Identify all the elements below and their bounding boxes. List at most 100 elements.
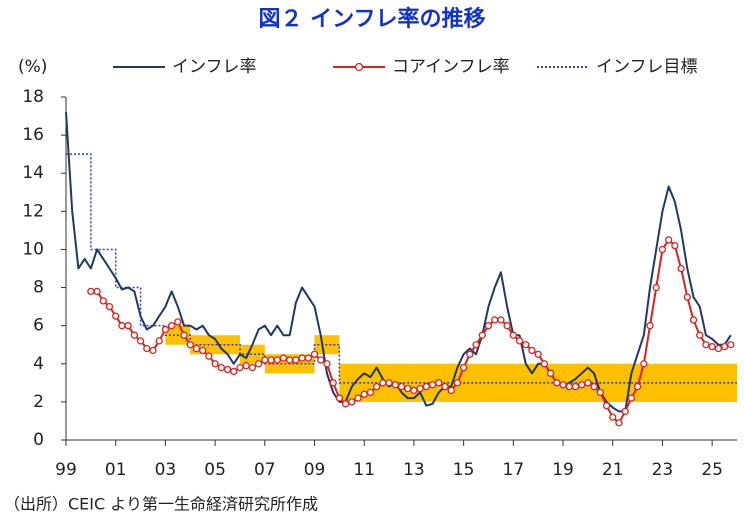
unit-label: (%) <box>18 57 47 77</box>
series-marker <box>217 363 225 372</box>
series-marker <box>279 354 288 362</box>
legend-label: インフレ率 <box>172 57 257 77</box>
series-marker <box>410 386 418 395</box>
series-marker <box>379 379 387 387</box>
series-marker <box>484 322 493 330</box>
chart-title: 図２ インフレ率の推移 <box>259 6 486 32</box>
series-marker <box>143 344 151 353</box>
series-marker <box>503 322 511 330</box>
series-marker <box>540 360 549 368</box>
series-marker <box>665 236 673 244</box>
series-marker <box>422 382 431 391</box>
series-marker <box>609 413 617 421</box>
series-marker <box>341 400 350 408</box>
y-tick-label: 0 <box>33 430 44 450</box>
x-tick-label: 25 <box>701 460 723 480</box>
series-marker <box>683 293 691 301</box>
target-line <box>66 153 737 384</box>
series-marker <box>522 341 530 349</box>
series-marker <box>509 331 517 339</box>
source-note: （出所）CEIC より第一生命経済研究所作成 <box>4 495 318 514</box>
series-marker <box>391 381 399 389</box>
y-tick-label: 2 <box>33 392 44 412</box>
series-marker <box>553 379 561 387</box>
legend-marker <box>354 62 364 72</box>
series-marker <box>298 354 306 362</box>
series-marker <box>292 356 300 364</box>
series-marker <box>559 381 567 389</box>
series-marker <box>99 297 107 305</box>
series-marker <box>348 398 356 406</box>
series-marker <box>441 382 449 391</box>
series-marker <box>658 245 667 254</box>
series-marker <box>677 264 685 273</box>
series-marker <box>230 367 238 376</box>
series-marker <box>286 356 294 364</box>
series-marker <box>671 241 679 250</box>
series-marker <box>459 363 468 372</box>
series-marker <box>646 322 654 330</box>
series-marker <box>466 350 474 358</box>
series-marker <box>714 344 723 353</box>
series-marker <box>428 381 437 389</box>
series-marker <box>205 352 213 360</box>
x-tick-label: 05 <box>204 460 226 480</box>
series-marker <box>596 388 604 397</box>
x-tick-label: 07 <box>254 460 276 480</box>
series-marker <box>248 363 257 372</box>
series-marker <box>242 362 250 370</box>
series-marker <box>515 337 524 345</box>
x-tick-label: 03 <box>155 460 177 480</box>
legend-label: インフレ目標 <box>596 57 698 77</box>
series-marker <box>621 407 629 416</box>
y-tick-label: 10 <box>22 239 44 259</box>
series-marker <box>254 360 263 368</box>
x-tick-label: 17 <box>503 460 525 480</box>
y-tick-label: 4 <box>33 354 44 374</box>
series-marker <box>590 382 598 391</box>
series-marker <box>404 384 412 393</box>
series-marker <box>366 388 375 397</box>
y-tick-label: 6 <box>33 316 44 336</box>
series-marker <box>155 337 163 345</box>
series-marker <box>602 402 611 410</box>
series-marker <box>640 360 648 368</box>
series-marker <box>615 419 623 427</box>
series-marker <box>167 322 176 330</box>
series-marker <box>223 365 232 374</box>
target-band <box>339 363 737 402</box>
series-marker <box>627 394 636 402</box>
series-marker <box>310 350 319 358</box>
series-marker <box>652 283 660 292</box>
series-marker <box>385 379 393 387</box>
series-marker <box>161 325 170 334</box>
series-marker <box>261 356 269 364</box>
series-marker <box>105 302 114 311</box>
series-marker <box>708 342 716 351</box>
series-marker <box>702 341 710 349</box>
series-marker <box>87 287 95 296</box>
series-marker <box>180 331 188 339</box>
series-marker <box>565 382 573 391</box>
series-marker <box>360 390 368 398</box>
series-marker <box>335 394 344 402</box>
y-tick-label: 12 <box>22 201 44 221</box>
series-marker <box>136 337 145 345</box>
series-marker <box>273 356 281 364</box>
series-marker <box>720 342 729 351</box>
series-marker <box>93 287 101 296</box>
series-marker <box>727 341 735 349</box>
series-marker <box>491 316 499 324</box>
x-tick-label: 13 <box>403 460 425 480</box>
series-marker <box>696 331 704 339</box>
series-marker <box>584 379 592 387</box>
series-marker <box>267 356 275 364</box>
y-tick-label: 16 <box>22 125 44 145</box>
y-tick-label: 8 <box>33 278 44 298</box>
x-tick-label: 21 <box>602 460 624 480</box>
series-marker <box>571 382 580 391</box>
x-tick-label: 19 <box>552 460 574 480</box>
series-marker <box>528 346 536 355</box>
series-marker <box>453 379 462 387</box>
series-marker <box>546 369 555 377</box>
